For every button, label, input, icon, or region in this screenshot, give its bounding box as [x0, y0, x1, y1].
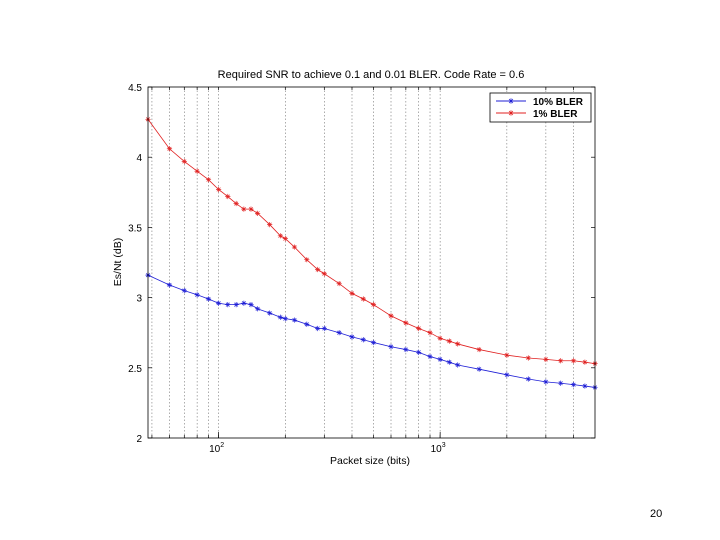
data-point-marker	[315, 266, 321, 273]
data-point-marker	[370, 302, 377, 308]
data-point-marker	[558, 358, 564, 364]
data-point-marker	[277, 233, 283, 239]
data-point-marker	[543, 356, 549, 362]
plot-area	[148, 87, 595, 438]
data-point-marker	[194, 168, 200, 174]
data-point-marker	[194, 292, 200, 298]
page-number: 20	[650, 508, 663, 520]
data-point-marker	[476, 346, 482, 353]
data-point-marker	[370, 339, 377, 346]
data-point-marker	[248, 206, 254, 212]
y-tick-label: 3	[136, 294, 142, 305]
data-point-marker	[248, 302, 254, 308]
data-point-marker	[349, 290, 355, 296]
legend-box	[489, 92, 592, 123]
data-point-marker	[427, 353, 433, 360]
data-point-marker	[166, 282, 173, 288]
data-point-marker	[255, 306, 261, 312]
series-0	[145, 272, 598, 391]
data-point-marker	[403, 320, 409, 326]
data-point-marker	[504, 372, 510, 378]
legend-label: 1% BLER	[533, 109, 578, 120]
data-point-marker	[570, 358, 577, 364]
series-layer	[145, 116, 598, 391]
data-point-marker	[388, 313, 394, 319]
data-point-marker	[360, 337, 366, 343]
data-point-marker	[255, 210, 261, 216]
data-point-marker	[267, 221, 273, 228]
data-point-marker	[446, 338, 452, 344]
grid	[151, 87, 574, 438]
data-point-marker	[446, 359, 452, 365]
data-point-marker	[166, 146, 173, 152]
data-point-marker	[321, 325, 327, 332]
data-point-marker	[304, 257, 310, 263]
x-tick-label: 102	[209, 442, 224, 455]
y-tick-label: 2.5	[128, 364, 142, 375]
data-point-marker	[233, 302, 239, 308]
data-point-marker	[181, 158, 187, 165]
data-point-marker	[277, 314, 283, 320]
data-point-marker	[321, 271, 327, 277]
data-point-marker	[304, 321, 310, 327]
chart-title: Required SNR to achieve 0.1 and 0.01 BLE…	[218, 69, 525, 81]
data-point-marker	[508, 98, 514, 104]
data-point-marker	[570, 382, 577, 388]
data-point-marker	[476, 366, 482, 372]
data-point-marker	[205, 296, 212, 302]
data-point-marker	[241, 206, 247, 212]
data-point-marker	[427, 330, 433, 336]
data-point-marker	[291, 317, 298, 323]
data-point-marker	[437, 356, 443, 362]
y-tick-label: 4	[136, 153, 142, 164]
data-point-marker	[216, 300, 222, 306]
data-point-marker	[582, 359, 588, 365]
data-point-marker	[504, 352, 510, 358]
data-point-marker	[543, 379, 549, 385]
data-point-marker	[225, 302, 231, 308]
data-point-marker	[437, 335, 443, 341]
y-tick-label: 4.5	[128, 83, 142, 94]
series-1	[145, 116, 598, 367]
axes: 2 2.5 3 3.5 4 4.5 102 103	[128, 83, 595, 455]
data-point-marker	[349, 334, 355, 340]
data-point-marker	[416, 325, 422, 332]
data-point-marker	[455, 362, 461, 368]
data-point-marker	[267, 310, 273, 316]
data-point-marker	[558, 380, 564, 386]
data-point-marker	[388, 344, 394, 350]
data-point-marker	[525, 355, 531, 361]
data-point-marker	[455, 341, 461, 347]
y-axis-label: Es/Nt (dB)	[112, 238, 124, 286]
plot-frame	[147, 86, 596, 439]
data-point-marker	[416, 349, 422, 355]
data-point-marker	[582, 383, 588, 389]
data-point-marker	[282, 316, 288, 322]
data-point-marker	[205, 177, 212, 183]
data-point-marker	[508, 110, 514, 116]
y-tick-label: 2	[136, 434, 142, 445]
data-point-marker	[181, 287, 187, 294]
x-tick-label: 103	[431, 442, 446, 455]
data-point-marker	[315, 325, 321, 332]
data-point-marker	[291, 244, 298, 250]
y-tick-label: 3.5	[128, 223, 142, 234]
data-point-marker	[403, 346, 409, 353]
data-point-marker	[525, 376, 531, 382]
data-point-marker	[336, 330, 342, 336]
data-point-marker	[241, 300, 247, 306]
data-point-marker	[216, 186, 222, 193]
data-point-marker	[233, 200, 239, 207]
data-point-marker	[336, 280, 342, 287]
data-point-marker	[282, 236, 288, 242]
data-point-marker	[360, 296, 366, 302]
data-point-marker	[225, 193, 231, 200]
x-axis-label: Packet size (bits)	[330, 455, 410, 467]
legend-label: 10% BLER	[533, 97, 584, 108]
